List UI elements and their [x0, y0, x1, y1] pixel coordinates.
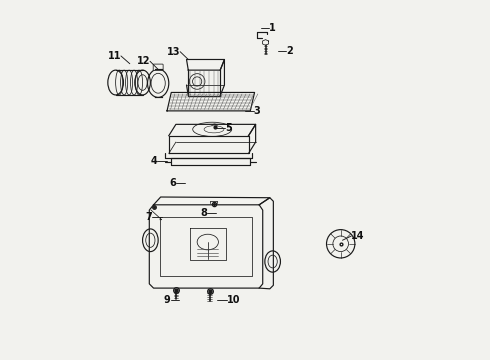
- Text: 13: 13: [167, 47, 180, 57]
- Text: 3: 3: [254, 106, 261, 116]
- FancyBboxPatch shape: [153, 64, 163, 71]
- Text: 5: 5: [225, 122, 232, 132]
- Text: 9: 9: [164, 295, 171, 305]
- Text: 6: 6: [169, 178, 176, 188]
- Text: 14: 14: [351, 231, 365, 241]
- Text: 4: 4: [150, 156, 157, 166]
- Text: 12: 12: [137, 56, 150, 66]
- Text: 8: 8: [200, 208, 207, 217]
- Text: 7: 7: [146, 212, 152, 222]
- Text: 11: 11: [107, 51, 121, 61]
- Text: 2: 2: [286, 46, 293, 56]
- Text: 1: 1: [269, 23, 276, 33]
- Ellipse shape: [204, 126, 224, 133]
- Text: 10: 10: [226, 295, 240, 305]
